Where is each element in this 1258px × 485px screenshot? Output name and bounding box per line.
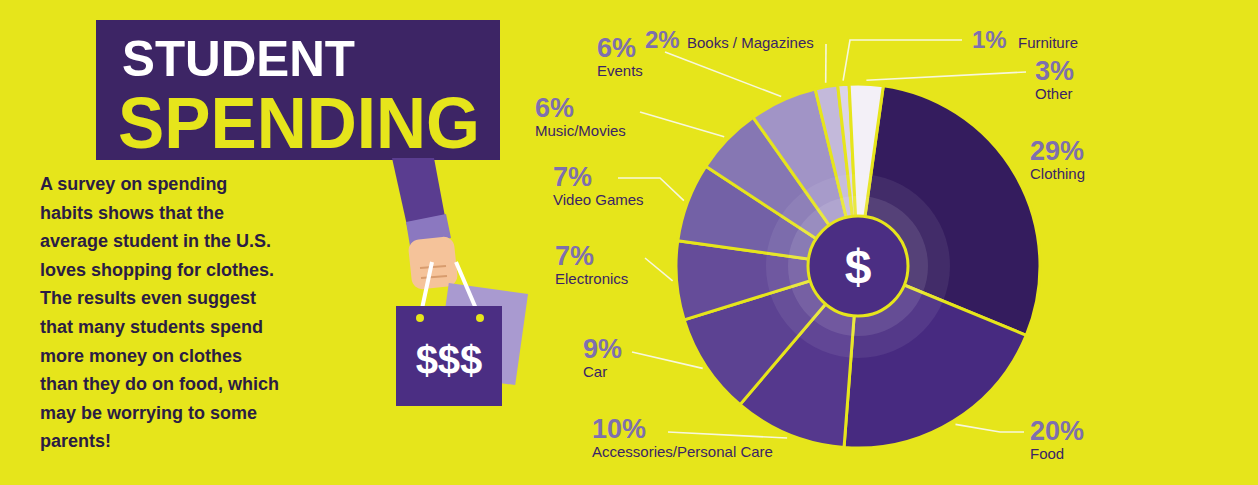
description-line: more money on clothes [40, 346, 242, 366]
category-label: Other [1035, 85, 1073, 102]
category-label: Food [1030, 445, 1064, 462]
value-label: 10% [592, 414, 646, 444]
title: STUDENT [122, 31, 355, 87]
description-line: may be worrying to some [40, 403, 257, 423]
value-label: 6% [597, 33, 636, 63]
pie [676, 84, 1040, 448]
handle-rivet [476, 314, 484, 322]
category-label: Books / Magazines [687, 34, 814, 51]
leader-line [645, 258, 673, 281]
value-label: 2% [645, 26, 680, 53]
leader-line [843, 40, 962, 81]
leader-line [668, 432, 787, 438]
description-line: than they do on food, which [40, 374, 279, 394]
front-bag [396, 306, 502, 406]
leader-line [866, 72, 1026, 80]
description-line: parents! [40, 431, 111, 451]
category-label: Furniture [1018, 34, 1078, 51]
category-label: Electronics [555, 270, 628, 287]
description-line: habits shows that the [40, 203, 224, 223]
value-label: 6% [535, 93, 574, 123]
value-label: 3% [1035, 56, 1074, 86]
bag-symbol: $$$ [416, 338, 483, 382]
category-label: Car [583, 363, 607, 380]
value-label: 7% [553, 162, 592, 192]
infographic: STUDENTSPENDING A survey on spending habit… [0, 0, 1258, 485]
center-disc [808, 216, 908, 316]
leader-line [640, 112, 724, 137]
leader-line [956, 424, 1025, 432]
category-label: Music/Movies [535, 122, 626, 139]
description-line: loves shopping for clothes. [40, 260, 274, 280]
value-label: 29% [1030, 136, 1084, 166]
background [0, 0, 1258, 485]
value-label: 1% [972, 26, 1007, 53]
center-ring [788, 196, 928, 336]
category-label: Events [597, 62, 643, 79]
fingers [420, 266, 447, 278]
center-symbol: $ [845, 240, 872, 293]
leader-line [665, 52, 781, 97]
leader-line [825, 44, 827, 83]
labels: 29%Clothing 20%Food 10%Accessories/Persona… [535, 26, 1085, 462]
subtitle: SPENDING [118, 83, 480, 163]
leader-line [632, 352, 703, 368]
category-label: Accessories/Personal Care [592, 443, 773, 460]
canvas: STUDENTSPENDING A survey on spending habit… [0, 0, 1258, 485]
description-line: A survey on spending [40, 174, 227, 194]
value-label: 7% [555, 241, 594, 271]
shopping-icon: $$$ [392, 158, 528, 406]
category-label: Video Games [553, 191, 644, 208]
handle-rivet [416, 314, 424, 322]
value-label: 9% [583, 334, 622, 364]
description-line: average student in the U.S. [40, 231, 271, 251]
category-label: Clothing [1030, 165, 1085, 182]
value-label: 20% [1030, 416, 1084, 446]
center-ring [766, 174, 950, 358]
description-line: The results even suggest [40, 288, 256, 308]
description-line: that many students spend [40, 317, 263, 337]
